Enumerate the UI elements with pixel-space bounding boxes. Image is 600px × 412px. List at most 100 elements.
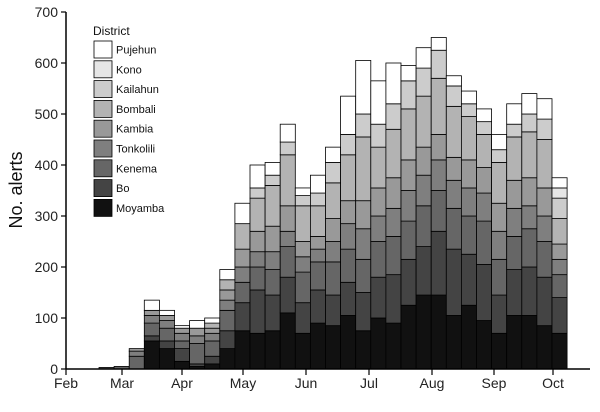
bar-segment-bombali [460, 116, 477, 161]
bar-segment-bo [279, 276, 296, 314]
bar-segment-bo [430, 230, 447, 296]
bar-segment-tonkolili [445, 179, 462, 209]
legend-swatch [93, 40, 113, 59]
bar-segment-bo [204, 355, 221, 365]
bar-segment-kailahun [385, 103, 402, 130]
bar-segment-kailahun [370, 123, 387, 148]
bar-segment-kenema [219, 309, 236, 332]
bar-segment-kenema [460, 215, 477, 255]
bar-segment-pujehun [249, 164, 266, 189]
bar-segment-bombali [325, 182, 342, 219]
bar-segment-kailahun [430, 49, 447, 79]
bar-segment-kambia [506, 179, 523, 209]
bar-segment-bo [294, 302, 311, 334]
bar-segment-kenema [158, 327, 175, 342]
bar-segment-bo [476, 264, 493, 321]
bar-segment-kenema [128, 355, 145, 370]
bar-segment-bombali [521, 131, 538, 179]
bar-segment-tonkolili [219, 299, 236, 311]
bar-segment-moyamba [325, 325, 342, 370]
bar-segment-bombali [204, 322, 221, 329]
bar-segment-bo [400, 258, 417, 306]
bar-segment-bo [445, 248, 462, 316]
legend-label: Kambia [116, 124, 154, 136]
bar-segment-tonkolili [476, 192, 493, 222]
bar-segment-kenema [279, 246, 296, 278]
bar-segment-bombali [294, 205, 311, 242]
bar-segment-kambia [355, 200, 372, 230]
bar-segment-moyamba [385, 322, 402, 370]
bar-segment-kenema [355, 258, 372, 293]
bar-segment-pujehun [536, 98, 553, 120]
bar-segment-kailahun [415, 67, 432, 97]
bar-segment-moyamba [476, 320, 493, 370]
bar-segment-kailahun [506, 123, 523, 138]
legend-label: Kono [116, 64, 142, 76]
bar-segment-pujehun [309, 174, 326, 194]
bar-segment-moyamba [249, 332, 266, 370]
bar-segment-kambia [536, 187, 553, 217]
bar-segment-kailahun [460, 103, 477, 117]
x-tick-label: Jul [360, 375, 378, 391]
legend-swatch [93, 80, 113, 98]
bar-segment-moyamba [430, 294, 447, 370]
legend-label: Tonkolili [116, 144, 155, 156]
bar-segment-tonkolili [355, 228, 372, 260]
bar-segment-kailahun [325, 162, 342, 184]
y-tick-label: 100 [35, 310, 59, 326]
bar-segment-kenema [415, 205, 432, 248]
bar-segment-tonkolili [536, 215, 553, 242]
bar-segment-bombali [279, 154, 296, 207]
bar-segment-pujehun [264, 162, 281, 176]
bar-segment-bombali [355, 136, 372, 202]
bar-segment-pujehun [340, 95, 357, 135]
bar-segment-moyamba [491, 332, 508, 370]
bar-segment-tonkolili [158, 320, 175, 329]
bar-segment-kenema [370, 241, 387, 278]
bar-segment-bo [325, 294, 342, 327]
bar-segment-tonkolili [189, 335, 206, 344]
bar-segment-bo [234, 302, 251, 332]
bar-segment-moyamba [400, 304, 417, 370]
bar-segment-kambia [219, 289, 236, 301]
bar-segment-kambia [234, 248, 251, 268]
bar-segment-kenema [143, 322, 160, 337]
bar-segment-kenema [551, 274, 568, 298]
bar-segment-bo [309, 289, 326, 324]
bar-segment-tonkolili [204, 332, 221, 342]
bar-segment-pujehun [234, 202, 251, 225]
bar-segment-pujehun [506, 103, 523, 125]
bar-segment-bombali [340, 154, 357, 202]
legend-swatch [93, 119, 113, 138]
bar-segment-bo [370, 276, 387, 319]
legend-items: Pujehun Kono Kailahun Bombali Kambia Tonkolil… [93, 40, 165, 217]
bar-segment-kambia [491, 202, 508, 232]
legend-swatch [93, 139, 113, 158]
bar-segment-kambia [128, 348, 145, 352]
bar-segment-bombali [476, 133, 493, 168]
bar-segment-kailahun [536, 118, 553, 140]
bar-segment-kambia [309, 235, 326, 250]
bar-segment-kenema [521, 228, 538, 268]
bar-segment-pujehun [279, 123, 296, 143]
bar-segment-tonkolili [340, 223, 357, 250]
legend: District Pujehun Kono Kailahun Bombali Kambi… [93, 24, 165, 217]
bar-segment-bo [415, 246, 432, 296]
bar-segment-tonkolili [143, 315, 160, 324]
bar-segment-kenema [385, 235, 402, 276]
bar-segment-moyamba [445, 315, 462, 370]
bar-segment-kambia [158, 315, 175, 321]
bar-segment-kenema [430, 190, 447, 232]
bar-segment-bo [340, 281, 357, 316]
y-tick-label: 600 [35, 55, 59, 71]
bar-segment-bo [219, 330, 236, 350]
bar-segment-tonkolili [400, 190, 417, 222]
bar-segment-moyamba [506, 315, 523, 370]
legend-swatch [93, 198, 113, 217]
x-tick-label: May [230, 375, 256, 391]
bar-segment-pujehun [491, 133, 508, 151]
bar-segment-bo [506, 269, 523, 316]
bar-segment-kenema [445, 207, 462, 250]
bar-segment-moyamba [279, 312, 296, 370]
bar-segment-kenema [491, 258, 508, 296]
